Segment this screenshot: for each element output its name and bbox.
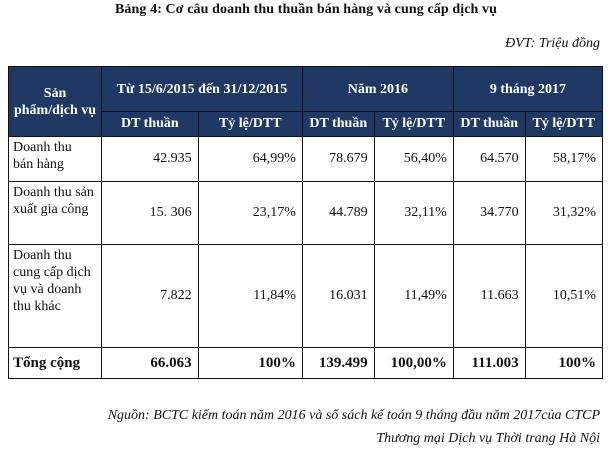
subheader-dt-thuan: DT thuần (452, 111, 526, 137)
row-label: Doanh thu sản xuất gia công (8, 181, 102, 245)
row-label: Doanh thu cung cấp dịch vụ và doanh thu … (8, 244, 102, 348)
revenue-table: Sản phẩm/dịch vụ Từ 15/6/2015 đến 31/12/… (8, 66, 604, 379)
cell: 11.663 (452, 244, 526, 348)
cell: 64,99% (197, 136, 303, 182)
cell: 58,17% (524, 136, 604, 182)
total-cell: 66.063 (101, 347, 199, 379)
total-row: Tổng cộng 66.063 100% 139.499 100,00% 11… (8, 347, 604, 379)
cell: 42.935 (101, 136, 199, 182)
cell: 11,84% (197, 244, 303, 348)
source-line-2: Thương mại Dịch vụ Thời trang Hà Nội (376, 431, 600, 446)
cell: 32,11% (373, 181, 454, 245)
header-period-2: Năm 2016 (301, 66, 454, 112)
header-period-1: Từ 15/6/2015 đến 31/12/2015 (101, 66, 303, 112)
row-label: Doanh thu bán hàng (8, 136, 102, 182)
total-cell: 139.499 (301, 347, 375, 379)
cell: 64.570 (452, 136, 526, 182)
cell: 16.031 (301, 244, 375, 348)
cell: 56,40% (373, 136, 454, 182)
cell: 7.822 (101, 244, 199, 348)
header-period-3: 9 tháng 2017 (452, 66, 604, 112)
subheader-ty-le: Tỷ lệ/DTT (373, 111, 454, 137)
cell: 44.789 (301, 181, 375, 245)
cell: 78.679 (301, 136, 375, 182)
cell: 15. 306 (101, 181, 199, 245)
cell: 10,51% (524, 244, 604, 348)
total-label: Tổng cộng (8, 347, 102, 379)
unit-note: ĐVT: Triệu đồng (505, 36, 600, 51)
source-note: Nguồn: BCTC kiểm toán năm 2016 và sổ sác… (0, 404, 600, 450)
subheader-ty-le: Tỷ lệ/DTT (197, 111, 303, 137)
table-row: Doanh thu cung cấp dịch vụ và doanh thu … (8, 244, 604, 348)
cell: 31,32% (524, 181, 604, 245)
subheader-ty-le: Tỷ lệ/DTT (524, 111, 604, 137)
table-row: Doanh thu bán hàng 42.935 64,99% 78.679 … (8, 136, 604, 182)
cell: 23,17% (197, 181, 303, 245)
total-cell: 100,00% (373, 347, 454, 379)
total-cell: 100% (197, 347, 303, 379)
cell: 34.770 (452, 181, 526, 245)
subheader-dt-thuan: DT thuần (301, 111, 375, 137)
subheader-dt-thuan: DT thuần (101, 111, 199, 137)
total-cell: 100% (524, 347, 604, 379)
cell: 11,49% (373, 244, 454, 348)
table-title: Bảng 4: Cơ câu doanh thu thuần bán hàng … (114, 2, 498, 17)
source-line-1: Nguồn: BCTC kiểm toán năm 2016 và sổ sác… (107, 408, 600, 423)
total-cell: 111.003 (452, 347, 526, 379)
header-product: Sản phẩm/dịch vụ (8, 66, 102, 137)
table-row: Doanh thu sản xuất gia công 15. 306 23,1… (8, 181, 604, 245)
